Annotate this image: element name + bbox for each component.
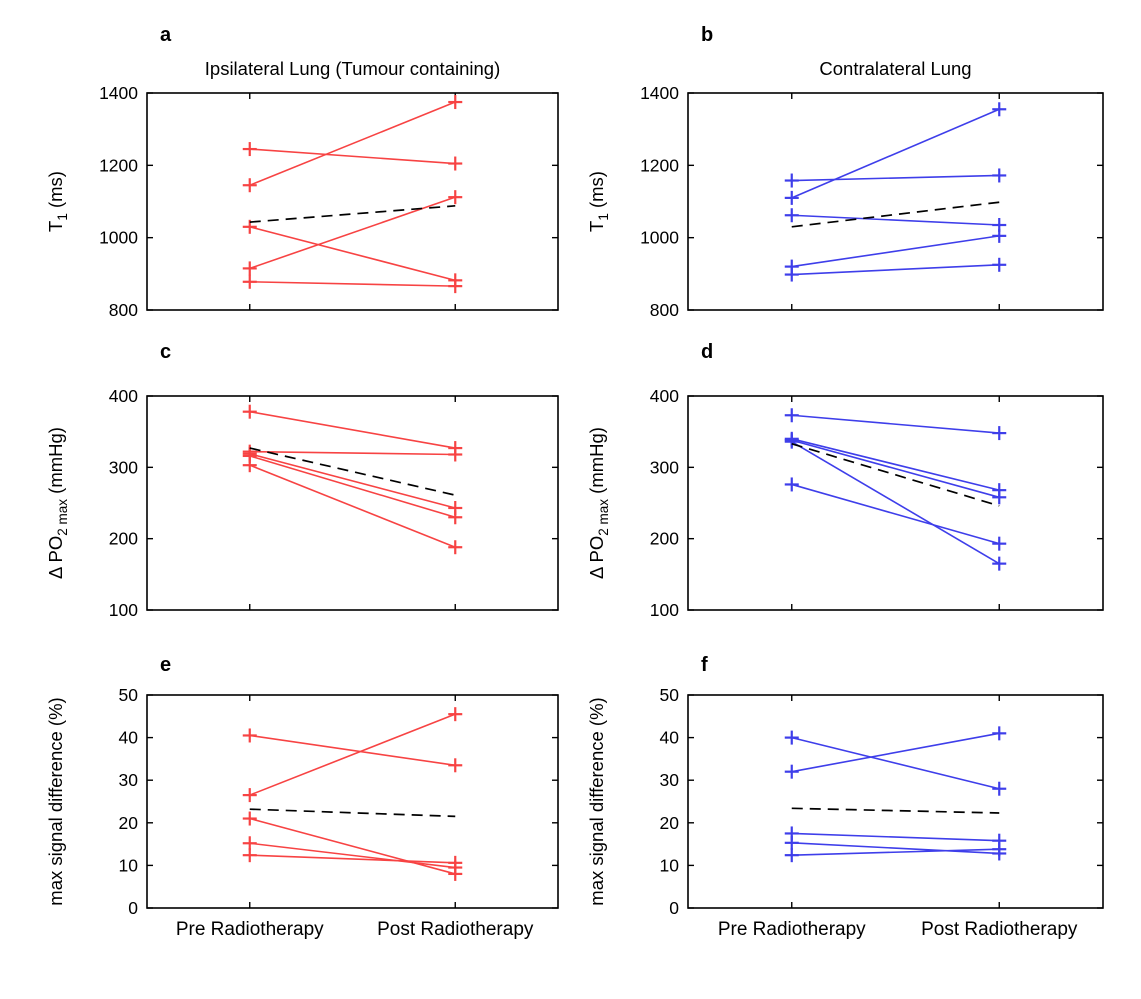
series-line-subject-1 xyxy=(791,174,1000,182)
y-tick-label: 800 xyxy=(109,300,138,320)
y-axis-label: max signal difference (%) xyxy=(586,697,607,905)
y-tick-label: 20 xyxy=(660,813,680,833)
axes-box xyxy=(146,92,559,311)
panel-d: d 100 200 300 400 Δ PO2 max (mmHg) xyxy=(586,341,1104,620)
y-tick-label: 50 xyxy=(660,685,680,705)
series-line-subject-3 xyxy=(791,832,1000,842)
axes-box xyxy=(146,395,559,611)
series-line-subject-2 xyxy=(249,101,456,186)
mean-dashed-line xyxy=(249,447,456,496)
y-tick-label: 30 xyxy=(119,770,139,790)
panel-f: f 0 10 20 30 40 50 Pre Radiotherapy Post Radioth… xyxy=(586,654,1104,940)
series-line-subject-5 xyxy=(249,280,456,287)
y-axis-label: T1 (ms) xyxy=(45,171,70,232)
y-tick-label: 20 xyxy=(119,813,139,833)
y-tick-label: 40 xyxy=(660,728,680,748)
mean-dashed-line xyxy=(791,807,1000,814)
y-tick-label: 10 xyxy=(660,855,680,875)
y-tick-label: 1200 xyxy=(640,155,679,175)
series-line-subject-1 xyxy=(249,148,456,165)
axes-box xyxy=(687,694,1104,909)
panel-e: e 0 10 20 30 40 50 Pre Radiotherapy Post Radioth… xyxy=(45,654,559,940)
series-line-subject-2 xyxy=(249,450,456,456)
y-tick-label: 200 xyxy=(109,529,138,549)
y-tick-label: 0 xyxy=(669,898,679,918)
y-tick-label: 100 xyxy=(109,600,138,620)
series-line-subject-4 xyxy=(249,196,456,270)
series-line-subject-4 xyxy=(791,842,1000,855)
y-tick-label: 400 xyxy=(109,386,138,406)
x-tick-label: Pre Radiotherapy xyxy=(176,919,324,940)
y-tick-label: 1000 xyxy=(99,228,138,248)
y-tick-label: 0 xyxy=(128,898,138,918)
axes-box xyxy=(687,92,1104,311)
panel-letter-b: b xyxy=(701,24,713,46)
panel-a: a Ipsilateral Lung (Tumour containing) 800… xyxy=(45,24,559,320)
x-tick-label: Pre Radiotherapy xyxy=(718,919,866,940)
mean-dashed-line xyxy=(249,204,456,223)
y-tick-label: 1200 xyxy=(99,155,138,175)
mean-dashed-line xyxy=(249,808,456,818)
series-line-subject-1 xyxy=(249,734,456,767)
y-tick-label: 1000 xyxy=(640,228,679,248)
y-tick-label: 40 xyxy=(119,728,139,748)
y-tick-label: 300 xyxy=(109,457,138,477)
axes-box xyxy=(146,694,559,909)
panel-letter-d: d xyxy=(701,341,713,363)
series-line-subject-1 xyxy=(791,736,1000,790)
series-line-subject-5 xyxy=(791,483,1000,545)
series-line-subject-5 xyxy=(791,848,1000,856)
series-line-subject-5 xyxy=(249,464,456,548)
series-line-subject-5 xyxy=(249,854,456,864)
y-tick-label: 50 xyxy=(119,685,139,705)
series-line-subject-3 xyxy=(791,214,1000,226)
y-tick-label: 30 xyxy=(660,770,680,790)
series-line-subject-4 xyxy=(791,235,1000,268)
panel-letter-e: e xyxy=(160,654,171,676)
panel-title: Contralateral Lung xyxy=(819,58,971,79)
y-tick-label: 1400 xyxy=(99,83,138,103)
y-axis-label: T1 (ms) xyxy=(586,171,611,232)
panel-letter-c: c xyxy=(160,341,171,363)
y-tick-label: 1400 xyxy=(640,83,679,103)
series-line-subject-1 xyxy=(249,410,456,449)
series-line-subject-4 xyxy=(791,440,1000,565)
mean-dashed-line xyxy=(791,442,1000,507)
series-line-subject-2 xyxy=(791,108,1000,199)
panel-title: Ipsilateral Lung (Tumour containing) xyxy=(205,58,500,79)
y-tick-label: 200 xyxy=(650,529,679,549)
series-line-subject-2 xyxy=(249,713,456,796)
series-line-subject-2 xyxy=(791,732,1000,773)
panel-letter-a: a xyxy=(160,24,172,46)
series-line-subject-1 xyxy=(791,414,1000,434)
series-line-subject-4 xyxy=(249,455,456,519)
y-tick-label: 100 xyxy=(650,600,679,620)
y-tick-label: 800 xyxy=(650,300,679,320)
series-line-subject-3 xyxy=(249,453,456,509)
mean-dashed-line xyxy=(791,201,1000,228)
y-axis-label: max signal difference (%) xyxy=(45,697,66,905)
panel-c: c 100 200 300 400 Δ PO2 max (mmHg) xyxy=(45,341,559,620)
series-line-subject-2 xyxy=(791,438,1000,491)
x-tick-label: Post Radiotherapy xyxy=(377,919,534,940)
y-tick-label: 10 xyxy=(119,855,139,875)
x-tick-label: Post Radiotherapy xyxy=(921,919,1078,940)
series-line-subject-3 xyxy=(249,226,456,282)
y-tick-label: 300 xyxy=(650,457,679,477)
series-line-subject-3 xyxy=(791,439,1000,499)
panel-letter-f: f xyxy=(701,654,708,676)
series-line-subject-3 xyxy=(249,817,456,875)
y-axis-label: Δ PO2 max (mmHg) xyxy=(45,427,70,579)
series-line-subject-5 xyxy=(791,263,1000,276)
y-tick-label: 400 xyxy=(650,386,679,406)
series-line-subject-4 xyxy=(249,842,456,869)
y-axis-label: Δ PO2 max (mmHg) xyxy=(586,427,611,579)
axes-box xyxy=(687,395,1104,611)
panel-b: b Contralateral Lung 800 1000 1200 1400 T1 (ms… xyxy=(586,24,1104,320)
